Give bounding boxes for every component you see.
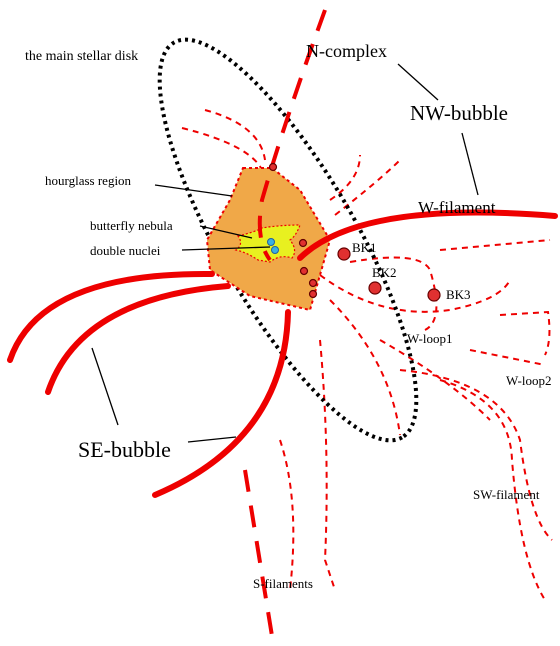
- filaments: [181, 109, 553, 601]
- filament: [329, 299, 401, 436]
- label: the main stellar disk: [25, 49, 138, 64]
- label: W-loop2: [506, 373, 552, 388]
- filament: [279, 439, 295, 591]
- leader: [397, 63, 439, 101]
- cluster: [298, 238, 308, 248]
- bk3: [427, 288, 441, 302]
- bk1: [337, 247, 351, 261]
- bk2: [368, 281, 382, 295]
- leader: [181, 246, 271, 251]
- label: double nuclei: [90, 243, 161, 258]
- label: BK3: [446, 287, 471, 302]
- filament: [319, 274, 511, 313]
- filament: [349, 256, 438, 331]
- leader: [461, 132, 479, 196]
- label: S-filaments: [253, 576, 313, 591]
- filament: [439, 239, 551, 251]
- filament: [334, 159, 401, 216]
- label: W-loop1: [407, 331, 453, 346]
- filament: [499, 310, 551, 356]
- label: hourglass region: [45, 173, 132, 188]
- filament: [181, 127, 263, 171]
- nucleus: [271, 246, 279, 254]
- n-complex-dash: [257, 9, 327, 262]
- leader: [91, 347, 119, 426]
- se-bubble-arc: [45, 283, 231, 395]
- filament: [204, 109, 266, 161]
- label: W-filament: [418, 198, 496, 217]
- se-bubble-arc: [7, 270, 215, 363]
- se-bubble-arc: [152, 309, 291, 498]
- cluster: [308, 278, 318, 288]
- w-filament-arc: [297, 209, 558, 261]
- cluster: [268, 162, 278, 172]
- nucleus: [267, 238, 275, 246]
- filament: [469, 349, 546, 366]
- filament: [329, 154, 361, 201]
- leader: [187, 436, 237, 443]
- cluster: [299, 266, 309, 276]
- leader: [154, 184, 233, 197]
- filament: [379, 339, 491, 421]
- cluster: [308, 289, 318, 299]
- filament: [399, 369, 553, 541]
- label: SE-bubble: [78, 437, 171, 462]
- leader: [199, 225, 253, 239]
- filament: [319, 339, 336, 591]
- label: N-complex: [306, 41, 387, 61]
- label: NW-bubble: [410, 101, 508, 125]
- label: BK1: [352, 240, 377, 255]
- label: SW-filament: [473, 487, 540, 502]
- label: butterfly nebula: [90, 218, 173, 233]
- leaders: [91, 63, 479, 443]
- s-filament-dash: [243, 469, 274, 637]
- label: BK2: [372, 265, 397, 280]
- stellar-disk: [157, 37, 419, 443]
